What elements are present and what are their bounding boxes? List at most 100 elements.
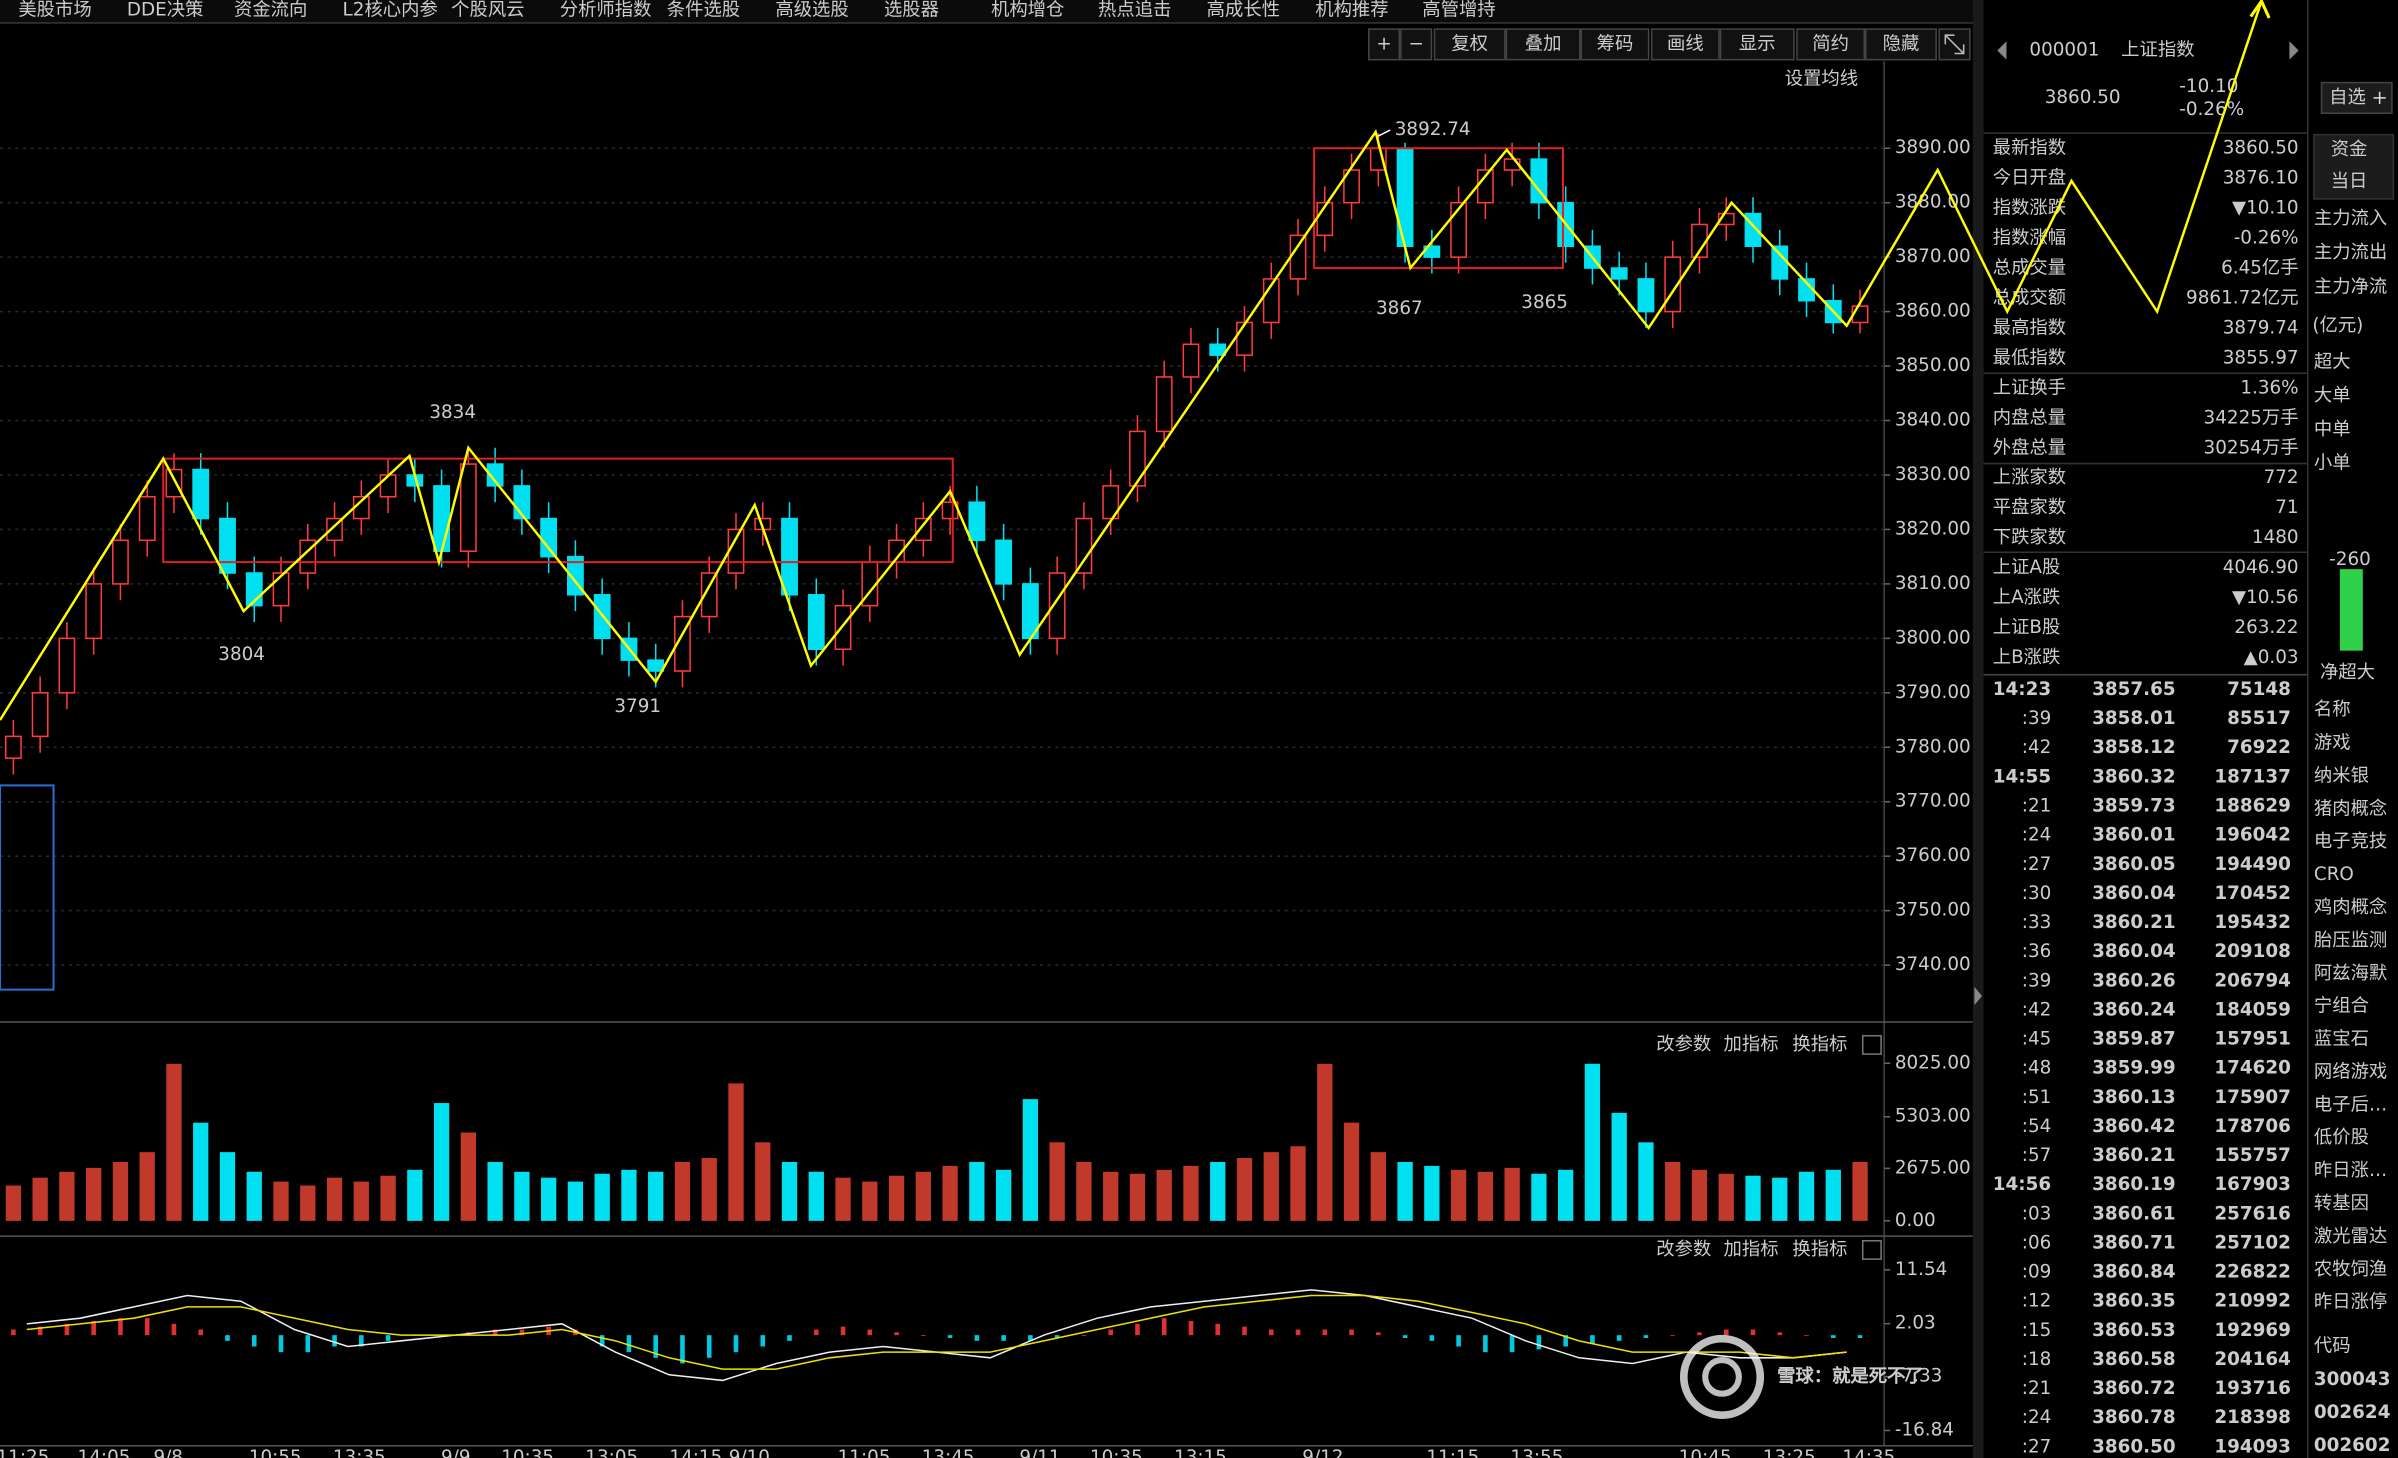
sector-name[interactable]: 农牧饲渔	[2314, 1259, 2387, 1280]
volume-bar	[1236, 1158, 1253, 1221]
ma-settings[interactable]: 设置均线	[1785, 69, 1858, 90]
splitter[interactable]	[1972, 0, 1984, 1458]
watch-button-label[interactable]: 自选	[2329, 87, 2366, 108]
macd-bar	[1054, 1335, 1060, 1338]
volume-bar	[1691, 1169, 1708, 1221]
toolbar-button[interactable]	[1400, 28, 1433, 61]
time-axis-label: 11:15	[1426, 1447, 1479, 1458]
indicator-control[interactable]: 改参数	[1656, 1034, 1711, 1055]
stock-code[interactable]: 300043	[2314, 1369, 2391, 1390]
volume-bar	[1611, 1112, 1627, 1221]
menu-item[interactable]: 分析师指数	[560, 0, 652, 21]
menu-item[interactable]: 机构推荐	[1315, 0, 1388, 21]
indicator-control[interactable]: 加指标	[1724, 1239, 1779, 1260]
toolbar-button[interactable]	[1796, 28, 1866, 61]
sector-name[interactable]: 宁组合	[2314, 996, 2369, 1017]
indicator-control[interactable]: 换指标	[1792, 1034, 1847, 1055]
tick-volume: 206794	[2214, 970, 2291, 991]
menu-item[interactable]: 高成长性	[1207, 0, 1280, 21]
tick-volume: 167903	[2214, 1174, 2291, 1195]
volume-bar	[594, 1173, 610, 1221]
tick-price: 3860.05	[2092, 854, 2176, 875]
sector-name[interactable]: 网络游戏	[2314, 1061, 2387, 1082]
y-tick-label: 0.00	[1895, 1210, 1936, 1231]
menu-item[interactable]: 个股风云	[451, 0, 524, 21]
macd-bar	[787, 1335, 792, 1341]
tick-time: :45	[2022, 1029, 2052, 1050]
stat-value: 3879.74	[2223, 317, 2299, 338]
indicator-control[interactable]: 换指标	[1792, 1239, 1847, 1260]
sector-name[interactable]: 阿兹海默	[2314, 963, 2387, 984]
sector-name[interactable]: 纳米银	[2314, 765, 2369, 786]
indicator-control[interactable]: 加指标	[1724, 1034, 1779, 1055]
sector-name[interactable]: 电子竞技	[2314, 831, 2387, 852]
time-axis-label: 10:35	[1090, 1447, 1143, 1458]
volume-bar	[246, 1171, 262, 1221]
menu-item[interactable]: 高级选股	[775, 0, 848, 21]
macd-bar	[225, 1335, 230, 1341]
menu-item[interactable]: 资金流向	[234, 0, 307, 21]
sector-name[interactable]: 蓝宝石	[2314, 1029, 2369, 1050]
close-indicator[interactable]	[1861, 1239, 1882, 1260]
fund-tab[interactable]: 当日	[2331, 171, 2368, 192]
toolbar-button[interactable]	[1719, 28, 1795, 61]
toolbar-button[interactable]	[1580, 28, 1650, 61]
splitter-arrow[interactable]	[1974, 986, 1983, 1006]
sector-name[interactable]: 鸡肉概念	[2314, 896, 2387, 918]
candle-body	[781, 517, 798, 596]
sector-name[interactable]: 昨日涨…	[2314, 1160, 2387, 1181]
time-axis-label: 9/9	[441, 1447, 471, 1458]
menu-item[interactable]: 机构增仓	[991, 0, 1064, 21]
tick-time: :27	[2022, 1436, 2052, 1457]
sector-name[interactable]: 猪肉概念	[2314, 797, 2387, 819]
toolbar-button[interactable]	[1505, 28, 1581, 61]
sector-name[interactable]: 游戏	[2314, 733, 2351, 754]
candle-body	[674, 615, 691, 672]
candle-body	[1289, 234, 1307, 280]
tick-price: 3860.71	[2092, 1232, 2176, 1253]
sector-name[interactable]: 激光雷达	[2314, 1226, 2387, 1247]
macd-bar	[921, 1335, 926, 1336]
menu-item[interactable]: 条件选股	[667, 0, 740, 21]
plus-icon	[2373, 91, 2386, 105]
toolbar-button[interactable]	[1367, 28, 1401, 61]
tick-time: :36	[2022, 941, 2052, 962]
macd-bar	[1215, 1323, 1221, 1336]
sector-name[interactable]: 低价股	[2314, 1127, 2369, 1148]
menu-item[interactable]: L2核心内参	[343, 0, 438, 21]
volume-bar	[1103, 1171, 1119, 1221]
menu-item[interactable]: 美股市场	[18, 0, 91, 21]
stock-code[interactable]: 002624	[2314, 1402, 2391, 1423]
toolbar-button[interactable]	[1865, 28, 1937, 61]
volume-bar	[1343, 1122, 1360, 1221]
sector-name[interactable]: 电子后…	[2314, 1094, 2387, 1115]
menu-item[interactable]: 选股器	[884, 0, 939, 21]
volume-bar	[648, 1171, 664, 1221]
menu-item[interactable]: DDE决策	[127, 0, 204, 21]
toolbar-label: −	[1408, 33, 1423, 54]
indicator-control[interactable]: 改参数	[1656, 1239, 1711, 1260]
fund-tab[interactable]: 资金	[2331, 139, 2368, 160]
sector-name[interactable]: 昨日涨停	[2314, 1292, 2387, 1313]
y-tick-label: 3820.00	[1895, 518, 1971, 539]
tick-time: :21	[2022, 1378, 2052, 1399]
toolbar-button[interactable]	[1650, 28, 1720, 61]
volume-bar	[353, 1181, 369, 1221]
volume-bar	[1665, 1161, 1681, 1221]
range-box	[0, 784, 55, 991]
toolbar-button[interactable]	[1433, 28, 1506, 61]
sector-name[interactable]: CRO	[2314, 864, 2354, 885]
time-axis-label: 9/8	[153, 1447, 183, 1458]
stock-code[interactable]: 002602	[2314, 1435, 2391, 1456]
menu-item[interactable]: 热点追击	[1098, 0, 1171, 21]
sector-name[interactable]: 胎压监测	[2314, 930, 2387, 951]
menu-item[interactable]: 高管增持	[1422, 0, 1495, 21]
volume-bar	[674, 1161, 691, 1221]
tick-price: 3860.13	[2092, 1087, 2176, 1108]
macd-bar	[1456, 1335, 1461, 1347]
sector-name[interactable]: 转基因	[2314, 1193, 2369, 1214]
y-tick-label: 3860.00	[1895, 301, 1971, 322]
fund-tabs[interactable]	[2313, 133, 2395, 200]
close-indicator[interactable]	[1861, 1034, 1882, 1055]
